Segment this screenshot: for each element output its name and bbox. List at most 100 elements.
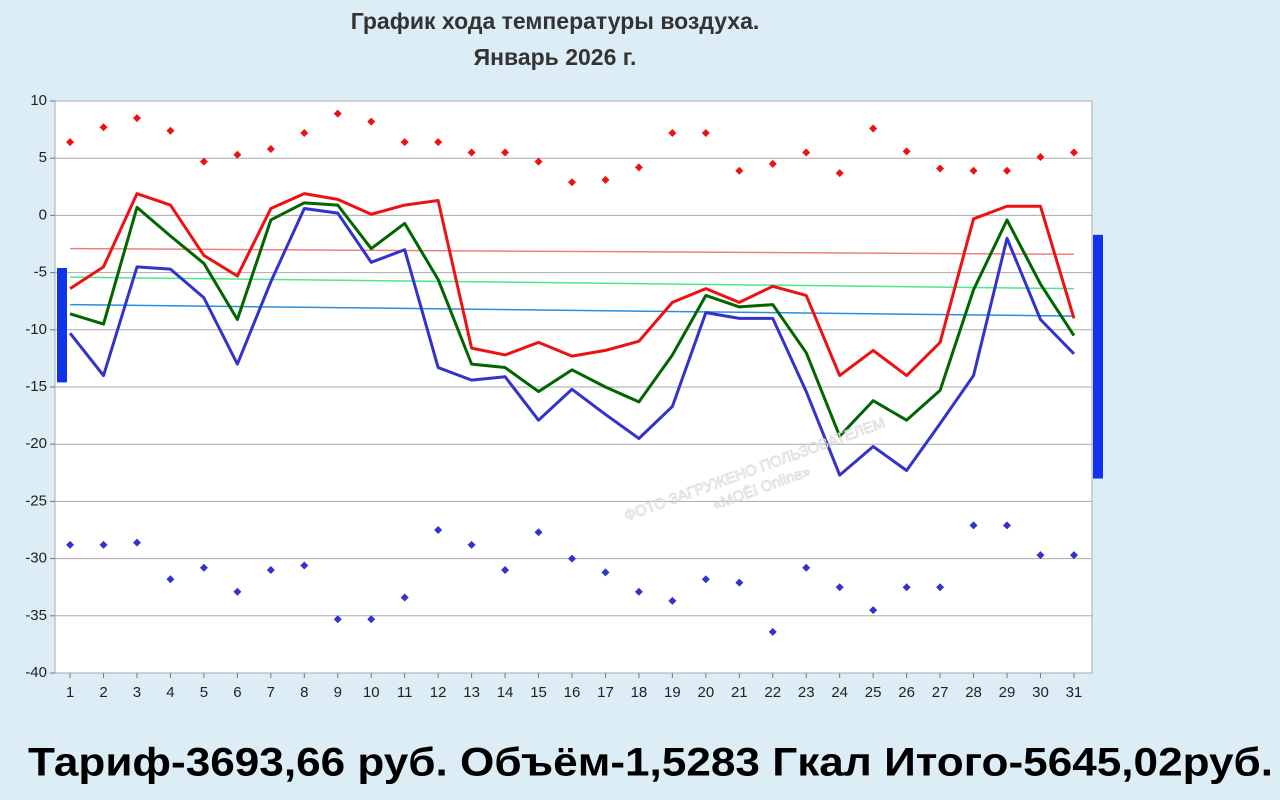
- marker: [768, 159, 777, 168]
- footer-text: Тариф-3693,66 руб. Объём-1,5283 Гкал Ито…: [28, 741, 1273, 785]
- marker: [367, 615, 376, 624]
- marker: [601, 175, 610, 184]
- y-tick-label: -40: [25, 664, 47, 681]
- marker: [634, 163, 643, 172]
- series-line: [70, 247, 1074, 256]
- marker: [701, 129, 710, 138]
- x-tick-label: 3: [133, 684, 141, 701]
- x-tick-label: 31: [1066, 684, 1083, 701]
- x-tick-label: 24: [831, 684, 848, 701]
- y-tick-label: -10: [25, 321, 47, 338]
- marker: [936, 164, 945, 173]
- x-tick-label: 5: [200, 684, 208, 701]
- marker: [668, 596, 677, 605]
- marker: [367, 117, 376, 126]
- marker: [400, 593, 409, 602]
- y-tick-label: -15: [25, 378, 47, 395]
- marker: [634, 587, 643, 596]
- x-tick-label: 22: [764, 684, 781, 701]
- x-tick-label: 19: [664, 684, 681, 701]
- y-tick-label: 0: [39, 206, 47, 223]
- x-tick-label: 12: [430, 684, 447, 701]
- series-line: [69, 192, 1076, 378]
- marker: [266, 566, 275, 575]
- chart-title: График хода температуры воздуха.: [351, 8, 760, 34]
- marker: [400, 138, 409, 147]
- marker: [936, 583, 945, 592]
- y-tick-label: 10: [30, 92, 47, 109]
- x-tick-label: 30: [1032, 684, 1049, 701]
- marker: [534, 157, 543, 166]
- marker: [835, 169, 844, 178]
- marker: [1036, 153, 1045, 162]
- marker: [1003, 521, 1012, 530]
- y-tick-label: 5: [39, 149, 47, 166]
- marker: [1069, 551, 1078, 560]
- x-tick-label: 17: [597, 684, 614, 701]
- marker: [199, 157, 208, 166]
- marker: [869, 124, 878, 133]
- marker: [434, 526, 443, 534]
- x-tick-label: 26: [898, 684, 915, 701]
- x-tick-label: 25: [865, 684, 882, 701]
- x-tick-label: 23: [798, 684, 815, 701]
- marker: [66, 138, 75, 147]
- y-tick-label: -30: [25, 550, 47, 567]
- marker: [902, 583, 911, 592]
- marker: [166, 575, 175, 584]
- marker: [333, 109, 342, 118]
- x-tick-label: 8: [300, 684, 308, 701]
- x-tick-label: 27: [932, 684, 949, 701]
- marker: [1003, 166, 1012, 175]
- series-line: [70, 276, 1074, 290]
- marker: [802, 563, 811, 572]
- chart-subtitle: Январь 2026 г.: [474, 44, 637, 70]
- marker: [902, 147, 911, 156]
- marker: [735, 166, 744, 175]
- series-line: [68, 207, 1076, 477]
- x-tick-label: 28: [965, 684, 982, 701]
- marker: [199, 563, 208, 572]
- marker: [233, 587, 242, 596]
- marker: [501, 566, 510, 575]
- marker: [266, 145, 275, 154]
- marker: [768, 627, 777, 636]
- marker: [132, 114, 141, 123]
- marker: [166, 126, 175, 135]
- series-line: [69, 201, 1076, 438]
- marker: [1069, 148, 1078, 157]
- x-tick-label: 9: [334, 684, 342, 701]
- x-tick-label: 16: [564, 684, 581, 701]
- x-tick-label: 1: [66, 684, 74, 701]
- marker: [567, 554, 576, 563]
- marker: [869, 606, 878, 615]
- marker: [66, 540, 75, 549]
- y-tick-label: -5: [34, 264, 47, 281]
- marker: [668, 129, 677, 138]
- marker: [233, 150, 242, 159]
- x-tick-label: 20: [698, 684, 715, 701]
- x-tick-label: 6: [233, 684, 241, 701]
- marker: [1036, 551, 1045, 560]
- marker: [735, 578, 744, 587]
- marker: [567, 178, 576, 187]
- series-line: [70, 303, 1074, 317]
- marker: [300, 561, 309, 570]
- marker: [333, 615, 342, 624]
- marker: [802, 148, 811, 157]
- x-tick-label: 11: [397, 684, 413, 701]
- x-tick-label: 13: [463, 684, 480, 701]
- y-tick-label: -35: [25, 607, 47, 624]
- range-bar: [57, 268, 67, 383]
- marker: [99, 123, 108, 132]
- marker: [534, 528, 543, 537]
- marker: [835, 583, 844, 592]
- x-tick-label: 15: [530, 684, 547, 701]
- marker: [300, 129, 309, 138]
- x-tick-label: 7: [267, 684, 275, 701]
- x-tick-label: 4: [166, 684, 174, 701]
- x-tick-label: 18: [631, 684, 648, 701]
